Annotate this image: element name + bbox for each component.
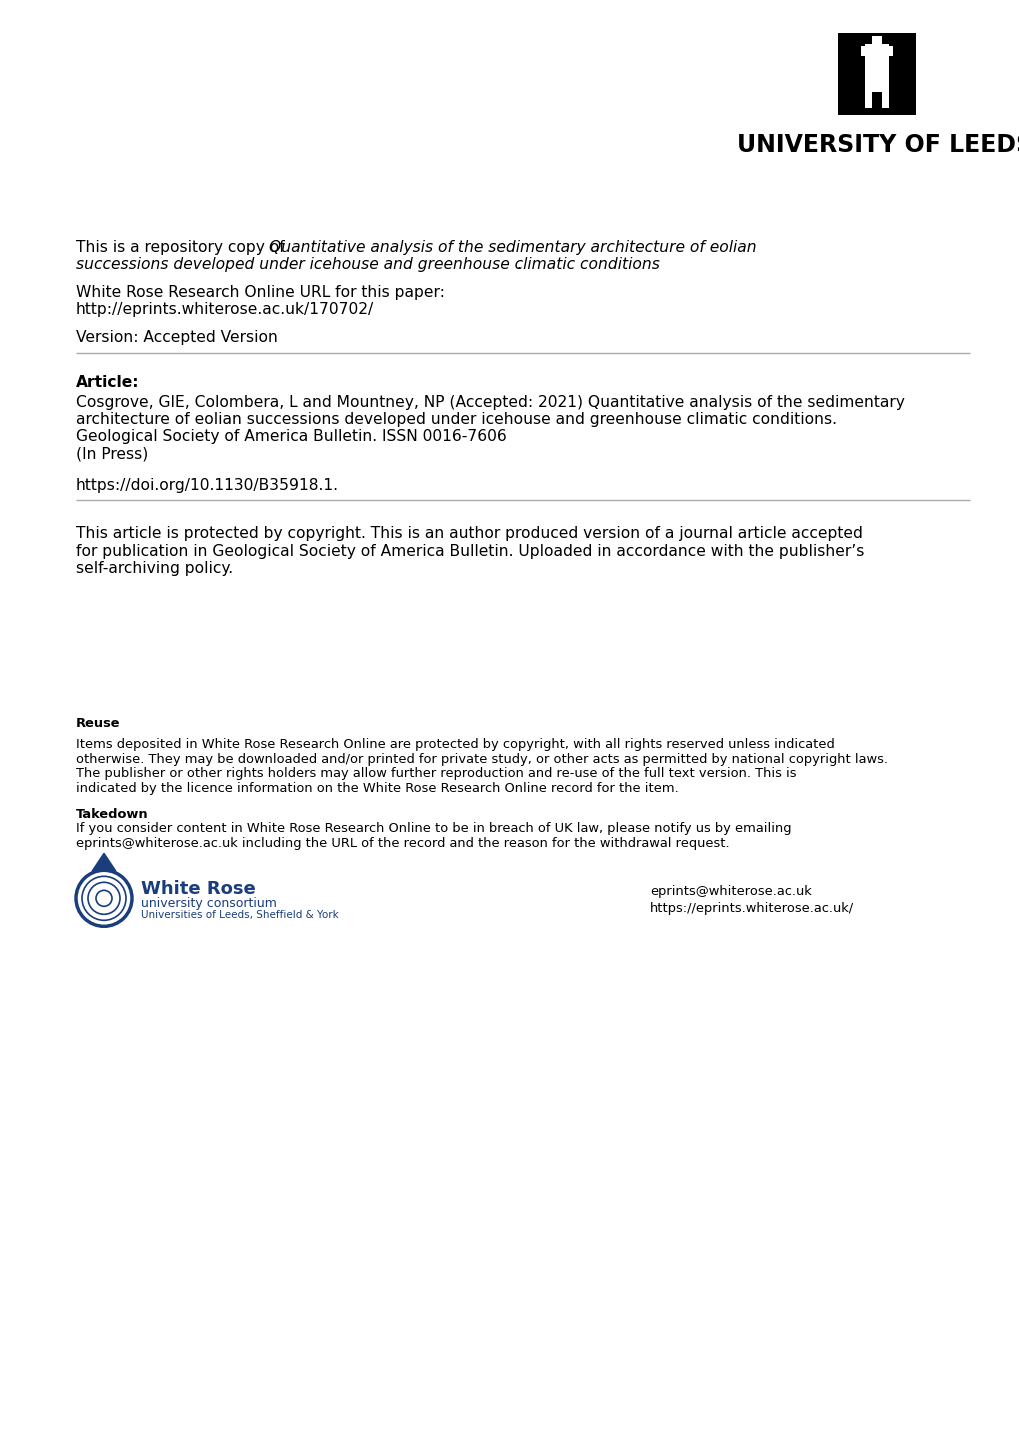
Text: Reuse: Reuse: [76, 717, 120, 730]
Text: Quantitative analysis of the sedimentary architecture of eolian: Quantitative analysis of the sedimentary…: [269, 240, 756, 255]
Text: Geological Society of America Bulletin. ISSN 0016-7606: Geological Society of America Bulletin. …: [76, 429, 506, 444]
Text: architecture of eolian successions developed under icehouse and greenhouse clima: architecture of eolian successions devel…: [76, 411, 837, 427]
Text: Items deposited in White Rose Research Online are protected by copyright, with a: Items deposited in White Rose Research O…: [76, 739, 834, 752]
Text: for publication in Geological Society of America Bulletin. Uploaded in accordanc: for publication in Geological Society of…: [76, 544, 863, 558]
Text: https://doi.org/10.1130/B35918.1.: https://doi.org/10.1130/B35918.1.: [76, 478, 338, 494]
Text: eprints@whiterose.ac.uk: eprints@whiterose.ac.uk: [649, 886, 811, 899]
Text: eprints@whiterose.ac.uk including the URL of the record and the reason for the w: eprints@whiterose.ac.uk including the UR…: [76, 837, 729, 850]
Text: Version: Accepted Version: Version: Accepted Version: [76, 330, 277, 345]
Bar: [871, 36, 880, 48]
Text: https://eprints.whiterose.ac.uk/: https://eprints.whiterose.ac.uk/: [649, 902, 853, 915]
Text: This is a repository copy of: This is a repository copy of: [76, 240, 289, 255]
Text: .: .: [516, 257, 521, 273]
Text: Article:: Article:: [76, 375, 140, 391]
Text: self-archiving policy.: self-archiving policy.: [76, 561, 233, 576]
Text: university consortium: university consortium: [141, 898, 276, 911]
Bar: [870, 92, 881, 108]
Text: successions developed under icehouse and greenhouse climatic conditions: successions developed under icehouse and…: [76, 257, 659, 273]
Text: Takedown: Takedown: [76, 808, 149, 821]
Text: (In Press): (In Press): [76, 446, 148, 462]
Text: otherwise. They may be downloaded and/or printed for private study, or other act: otherwise. They may be downloaded and/or…: [76, 753, 888, 766]
Bar: [864, 45, 888, 108]
Polygon shape: [92, 853, 116, 872]
Text: White Rose: White Rose: [141, 880, 256, 899]
Bar: [861, 46, 892, 56]
Text: White Rose Research Online URL for this paper:: White Rose Research Online URL for this …: [76, 286, 444, 300]
Text: This article is protected by copyright. This is an author produced version of a : This article is protected by copyright. …: [76, 527, 862, 541]
Text: Cosgrove, GIE, Colombera, L and Mountney, NP (Accepted: 2021) Quantitative analy: Cosgrove, GIE, Colombera, L and Mountney…: [76, 394, 904, 410]
Text: http://eprints.whiterose.ac.uk/170702/: http://eprints.whiterose.ac.uk/170702/: [76, 303, 374, 317]
Text: UNIVERSITY OF LEEDS: UNIVERSITY OF LEEDS: [736, 133, 1019, 157]
Bar: [838, 33, 915, 115]
Text: indicated by the licence information on the White Rose Research Online record fo: indicated by the licence information on …: [76, 782, 678, 795]
Text: The publisher or other rights holders may allow further reproduction and re-use : The publisher or other rights holders ma…: [76, 768, 796, 781]
Text: Universities of Leeds, Sheffield & York: Universities of Leeds, Sheffield & York: [141, 911, 338, 921]
Text: If you consider content in White Rose Research Online to be in breach of UK law,: If you consider content in White Rose Re…: [76, 823, 791, 835]
